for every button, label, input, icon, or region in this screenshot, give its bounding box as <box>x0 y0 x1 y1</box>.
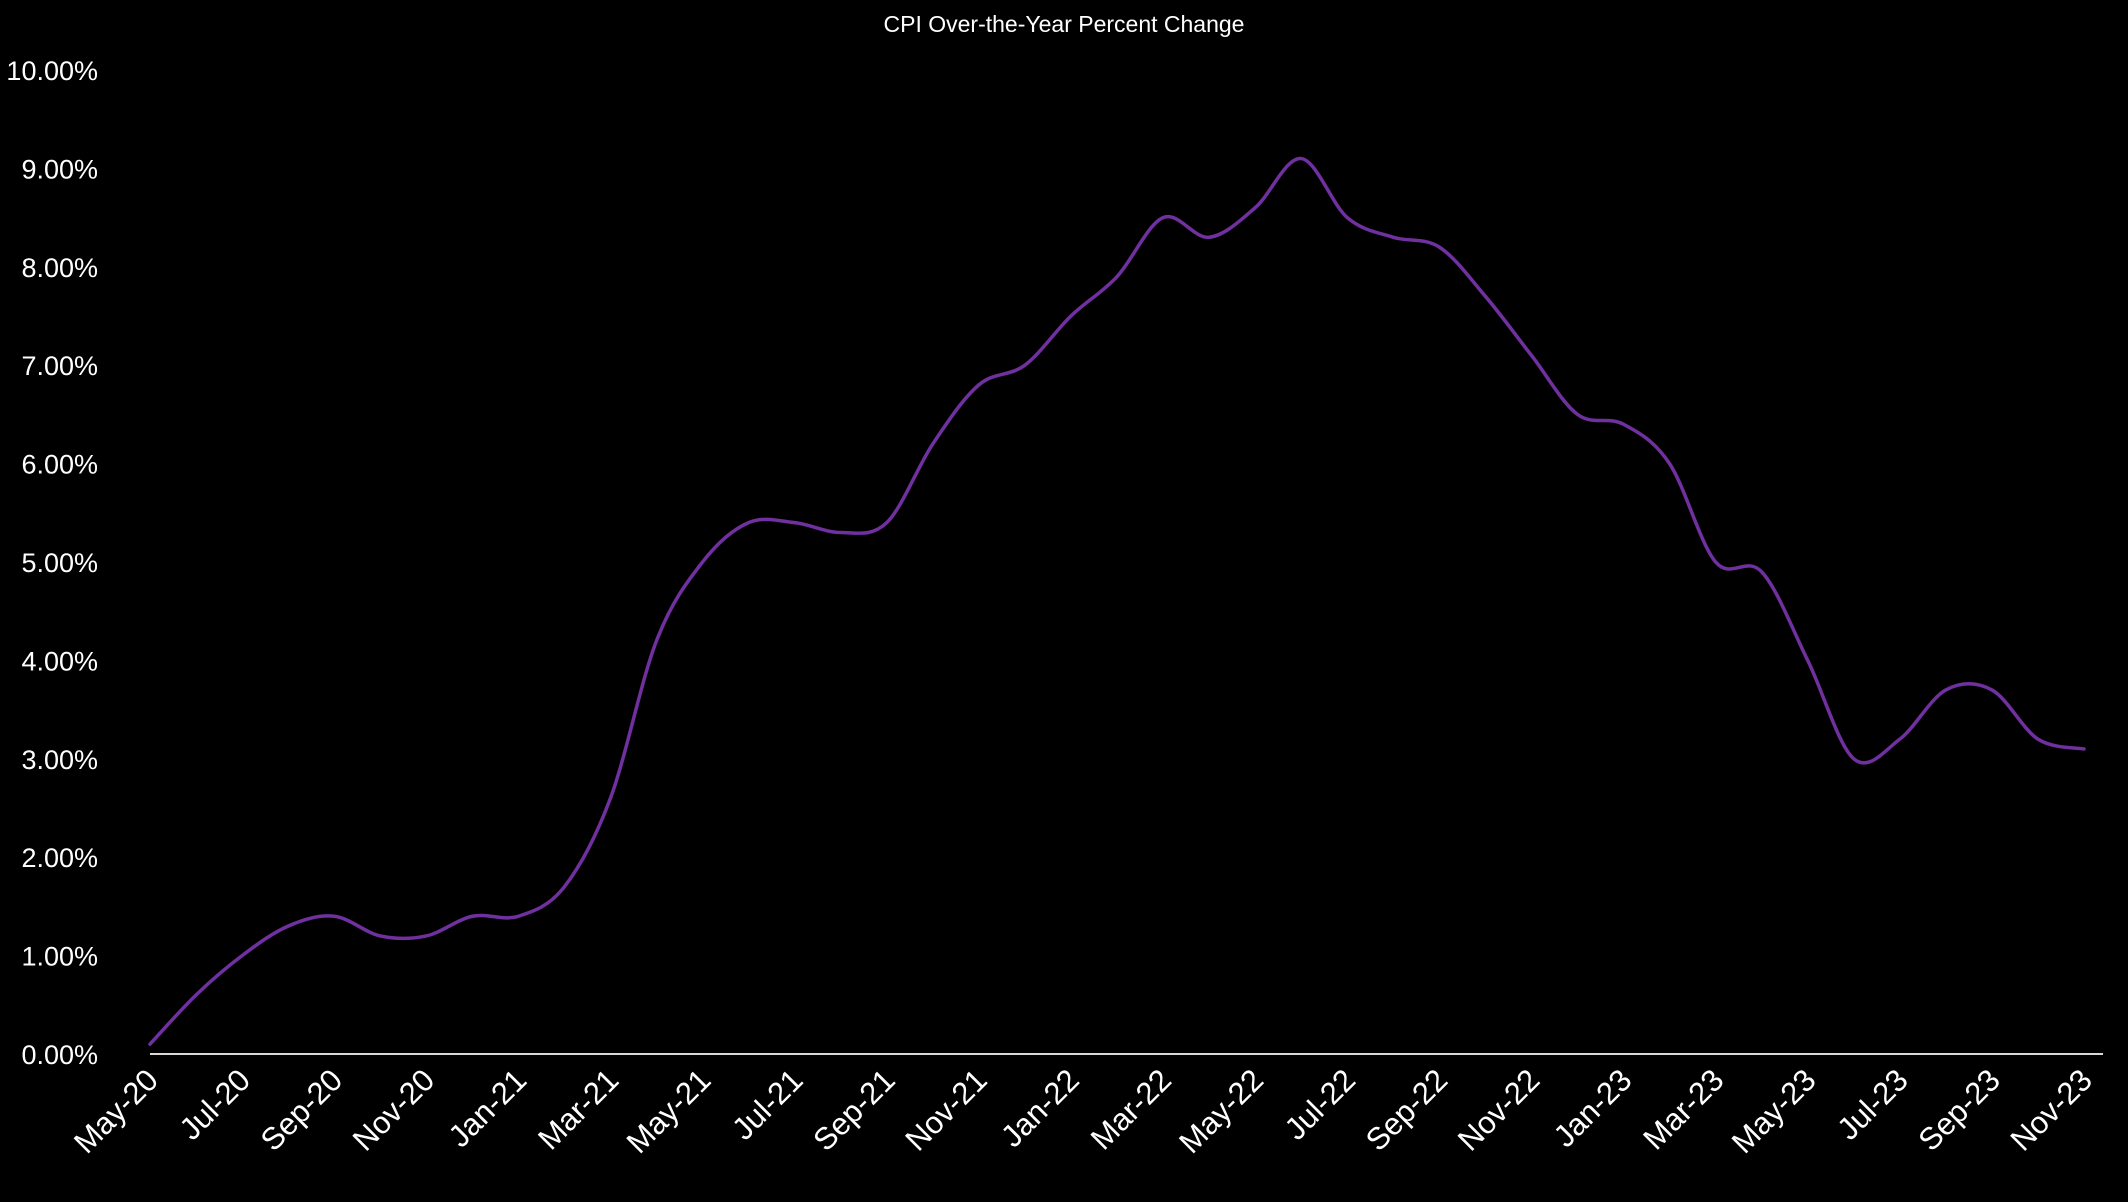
y-tick-label: 2.00% <box>21 843 98 873</box>
chart-title: CPI Over-the-Year Percent Change <box>884 11 1245 37</box>
x-tick-label: Jul-22 <box>1278 1062 1362 1146</box>
x-tick-label: Sep-21 <box>806 1062 901 1157</box>
y-axis-tick-labels: 0.00% 1.00% 2.00% 3.00% 4.00% 5.00% 6.00% 7.00%… <box>6 56 98 1070</box>
x-tick-label: May-21 <box>620 1062 718 1160</box>
x-tick-label: Sep-22 <box>1359 1062 1454 1157</box>
y-tick-label: 10.00% <box>6 56 98 86</box>
y-tick-label: 1.00% <box>21 942 98 972</box>
y-tick-label: 6.00% <box>21 450 98 480</box>
y-tick-label: 0.00% <box>21 1040 98 1070</box>
x-tick-label: Nov-23 <box>2004 1062 2099 1157</box>
x-tick-label: Nov-20 <box>346 1062 441 1157</box>
y-tick-label: 4.00% <box>21 646 98 676</box>
y-tick-label: 7.00% <box>21 351 98 381</box>
y-tick-label: 5.00% <box>21 548 98 578</box>
x-tick-label: Sep-23 <box>1911 1062 2006 1157</box>
x-tick-label: May-20 <box>67 1062 165 1160</box>
x-tick-label: Sep-20 <box>254 1062 349 1157</box>
x-tick-label: Nov-21 <box>898 1062 993 1157</box>
x-tick-label: Jan-21 <box>442 1062 534 1154</box>
y-tick-label: 9.00% <box>21 154 98 184</box>
x-tick-label: Jan-23 <box>1547 1062 1639 1154</box>
x-tick-label: Nov-22 <box>1451 1062 1546 1157</box>
x-tick-label: Mar-21 <box>531 1062 625 1156</box>
cpi-series-line <box>148 156 2086 1046</box>
y-tick-label: 8.00% <box>21 253 98 283</box>
y-tick-label: 3.00% <box>21 745 98 775</box>
x-tick-label: Mar-23 <box>1636 1062 1730 1156</box>
x-tick-label: Mar-22 <box>1084 1062 1178 1156</box>
x-tick-label: Jul-23 <box>1830 1062 1914 1146</box>
x-tick-label: Jul-20 <box>173 1062 257 1146</box>
x-tick-label: Jan-22 <box>994 1062 1086 1154</box>
x-tick-label: May-23 <box>1725 1062 1823 1160</box>
x-tick-label: May-22 <box>1172 1062 1270 1160</box>
x-tick-label: Jul-21 <box>725 1062 809 1146</box>
